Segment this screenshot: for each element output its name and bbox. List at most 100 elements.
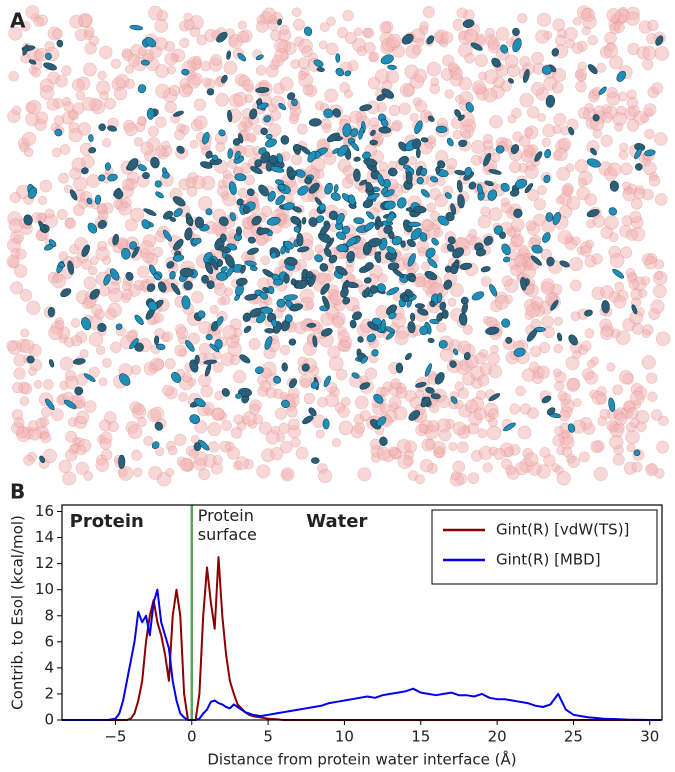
water-molecule — [436, 322, 447, 333]
water-molecule — [237, 121, 248, 132]
protein-atom — [288, 338, 297, 346]
water-molecule — [325, 42, 339, 56]
water-molecule — [603, 43, 619, 58]
water-molecule — [188, 332, 200, 345]
water-molecule — [655, 331, 671, 347]
water-molecule — [646, 372, 658, 384]
water-molecule — [174, 344, 187, 357]
water-molecule — [609, 434, 624, 450]
protein-atom — [635, 163, 643, 171]
water-molecule — [23, 454, 35, 466]
water-molecule — [422, 219, 434, 232]
water-molecule — [620, 162, 633, 176]
protein-atom — [505, 336, 513, 344]
protein-atom — [441, 309, 449, 319]
water-molecule — [338, 420, 354, 436]
water-molecule — [604, 215, 619, 230]
water-molecule — [280, 467, 295, 482]
protein-atom — [226, 50, 232, 60]
water-molecule — [553, 113, 567, 126]
water-molecule — [457, 387, 469, 399]
water-molecule — [9, 192, 21, 203]
water-molecule — [554, 425, 564, 436]
water-molecule — [537, 185, 547, 195]
water-molecule — [533, 198, 546, 211]
protein-atom — [480, 266, 491, 273]
water-molecule — [209, 304, 219, 315]
water-molecule — [284, 193, 294, 203]
water-molecule — [482, 133, 493, 144]
water-molecule — [124, 122, 138, 137]
water-molecule — [464, 52, 475, 64]
water-molecule — [63, 101, 74, 113]
water-molecule — [33, 16, 44, 27]
water-molecule — [447, 297, 457, 307]
water-molecule — [414, 474, 425, 485]
water-molecule — [617, 91, 628, 102]
protein-atom — [557, 332, 563, 342]
water-molecule — [339, 82, 351, 93]
water-molecule — [552, 125, 562, 135]
water-molecule — [464, 29, 479, 44]
protein-atom — [461, 302, 469, 314]
water-molecule — [28, 367, 37, 376]
water-molecule — [33, 379, 43, 389]
water-molecule — [167, 65, 176, 75]
water-molecule — [517, 425, 532, 440]
water-molecule — [474, 54, 488, 67]
water-molecule — [207, 422, 222, 437]
water-molecule — [248, 403, 261, 415]
water-molecule — [641, 329, 651, 339]
water-molecule — [578, 451, 590, 463]
water-molecule — [506, 227, 517, 238]
water-molecule — [626, 443, 636, 453]
water-molecule — [552, 82, 564, 94]
water-molecule — [268, 123, 282, 137]
water-molecule — [213, 283, 227, 296]
water-molecule — [286, 406, 298, 418]
x-tick-label: 5 — [263, 728, 273, 746]
water-molecule — [108, 421, 119, 432]
x-tick-label: −5 — [104, 728, 126, 746]
molecular-render — [6, 5, 671, 487]
protein-atom — [281, 362, 288, 372]
water-molecule — [165, 468, 175, 477]
water-molecule — [628, 279, 640, 290]
water-molecule — [600, 326, 614, 340]
water-molecule — [430, 77, 439, 87]
water-molecule — [488, 364, 502, 379]
water-molecule — [64, 337, 75, 348]
water-molecule — [196, 34, 208, 46]
water-molecule — [202, 77, 212, 87]
panel-label: A — [10, 9, 26, 33]
protein-atom — [243, 205, 250, 215]
water-molecule — [153, 312, 164, 323]
water-molecule — [162, 384, 174, 397]
water-molecule — [409, 112, 419, 122]
water-molecule — [541, 137, 551, 148]
water-molecule — [133, 279, 145, 291]
water-molecule — [61, 65, 72, 76]
water-molecule — [531, 81, 545, 96]
protein-atom — [140, 59, 150, 66]
water-molecule — [279, 76, 294, 91]
water-molecule — [501, 202, 512, 214]
water-molecule — [367, 76, 381, 90]
water-molecule — [83, 276, 97, 290]
water-molecule — [98, 377, 108, 387]
water-molecule — [626, 407, 639, 420]
protein-atom — [427, 337, 435, 343]
water-molecule — [654, 46, 670, 61]
water-molecule — [525, 303, 541, 318]
water-molecule — [174, 433, 187, 446]
water-molecule — [570, 311, 581, 322]
water-molecule — [184, 19, 195, 31]
water-molecule — [97, 70, 107, 81]
water-molecule — [51, 408, 64, 421]
water-molecule — [164, 101, 177, 114]
protein-atom — [143, 208, 157, 216]
water-molecule — [565, 163, 575, 173]
water-molecule — [194, 115, 208, 130]
water-molecule — [524, 452, 539, 467]
water-molecule — [76, 445, 87, 456]
